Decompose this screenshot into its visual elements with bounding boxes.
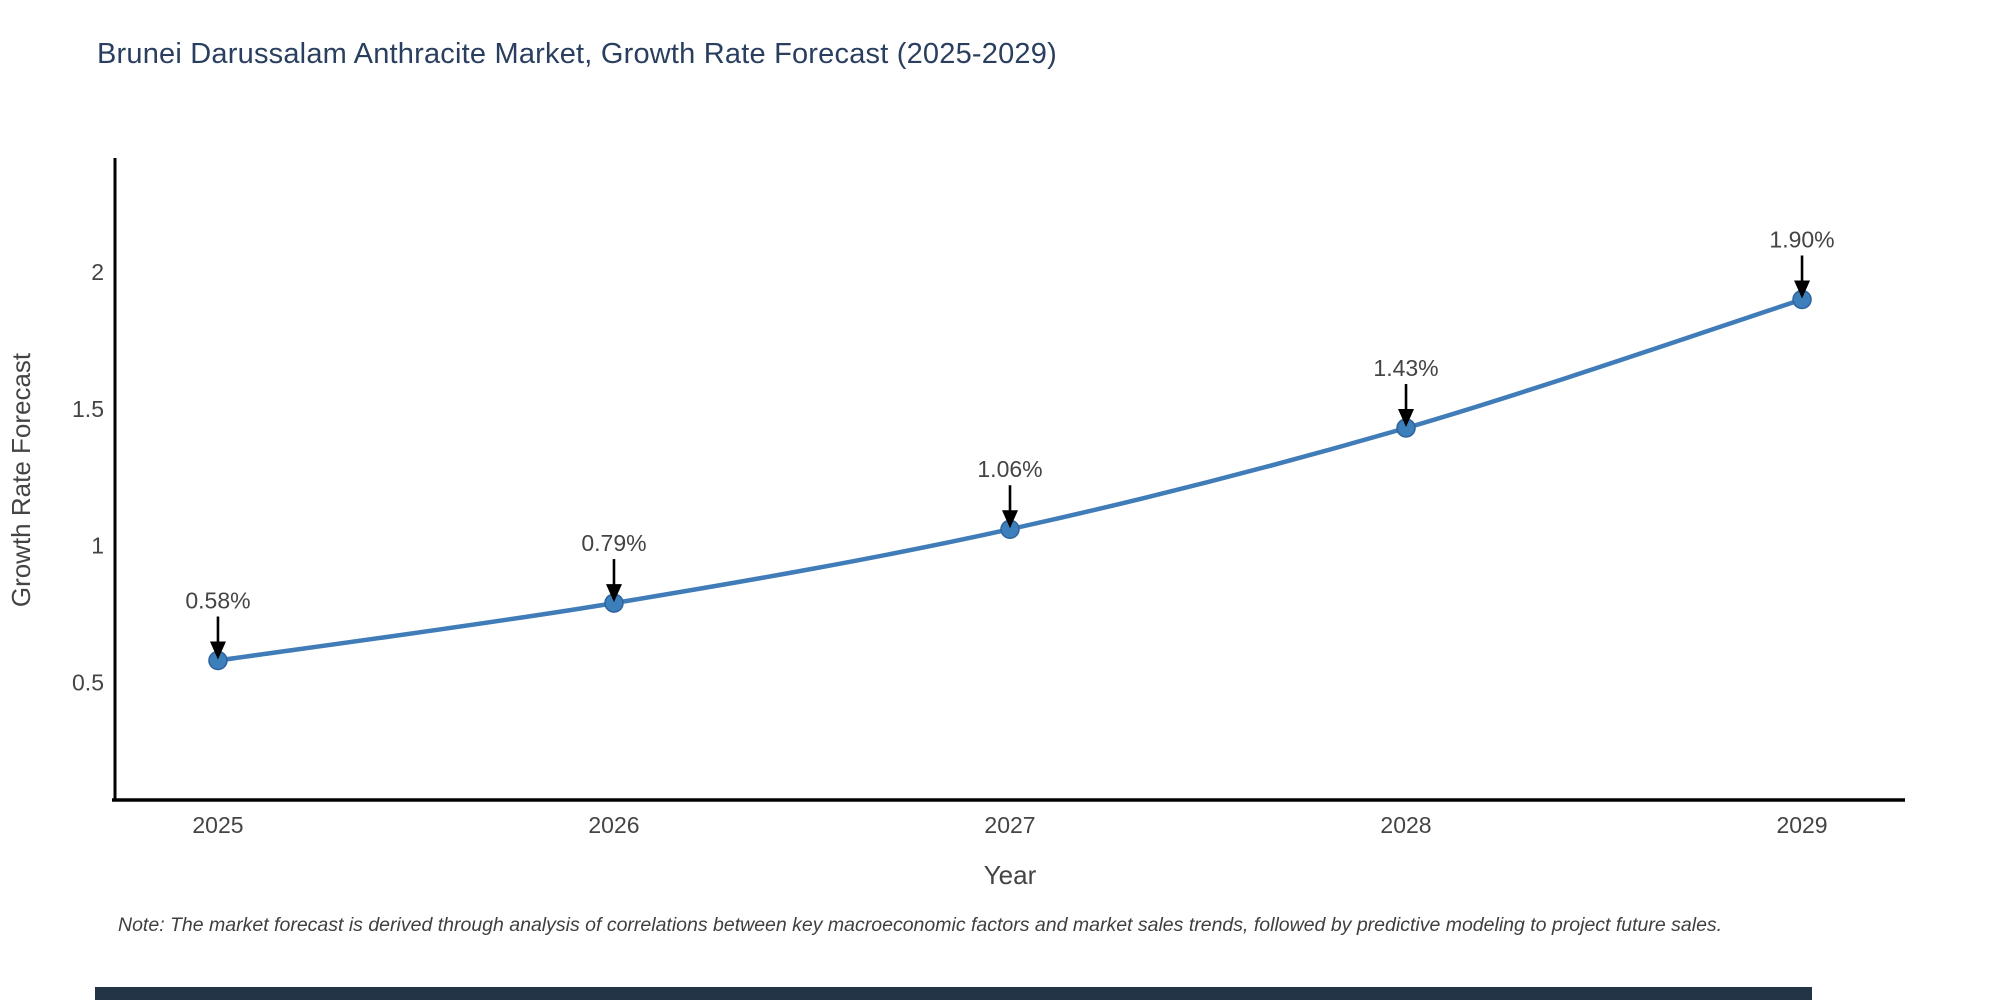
y-axis-title: Growth Rate Forecast — [6, 352, 36, 607]
y-tick-labels: 0.5 1 1.5 2 — [72, 259, 104, 695]
annotation-arrowhead-icon — [209, 641, 226, 660]
annotation-label: 0.58% — [185, 588, 250, 614]
x-tick-label: 2026 — [588, 812, 639, 838]
point-annotation: 1.06% — [977, 456, 1043, 529]
annotation-arrowhead-icon — [1398, 409, 1415, 428]
annotation-label: 1.43% — [1373, 355, 1438, 381]
x-axis-title: Year — [984, 860, 1037, 890]
axes — [112, 158, 1905, 802]
x-tick-label: 2027 — [984, 812, 1035, 838]
point-annotation: 1.90% — [1769, 226, 1835, 299]
annotation-label: 1.06% — [977, 456, 1042, 482]
footer-bar — [95, 987, 1812, 1000]
annotation-label: 0.79% — [581, 530, 646, 556]
point-annotations: 0.58% 0.79% 1.06% 1.43% 1.90% — [185, 226, 1835, 660]
annotation-label: 1.90% — [1769, 226, 1834, 252]
annotation-arrowhead-icon — [605, 584, 622, 603]
point-annotation: 0.58% — [185, 588, 251, 660]
annotation-arrowhead-icon — [1794, 280, 1811, 299]
point-annotation: 1.43% — [1373, 355, 1439, 428]
x-tick-label: 2028 — [1380, 812, 1431, 838]
x-tick-labels: 2025 2026 2027 2028 2029 — [192, 812, 1827, 838]
y-tick-label: 1 — [91, 533, 104, 559]
point-annotation: 0.79% — [581, 530, 647, 603]
chart-title: Brunei Darussalam Anthracite Market, Gro… — [97, 38, 1057, 70]
footnote: Note: The market forecast is derived thr… — [118, 914, 1723, 936]
x-tick-label: 2029 — [1776, 812, 1827, 838]
y-tick-label: 0.5 — [72, 669, 104, 695]
y-tick-label: 1.5 — [72, 396, 104, 422]
y-tick-label: 2 — [91, 259, 104, 285]
annotation-arrowhead-icon — [1002, 510, 1018, 529]
x-tick-label: 2025 — [192, 812, 243, 838]
